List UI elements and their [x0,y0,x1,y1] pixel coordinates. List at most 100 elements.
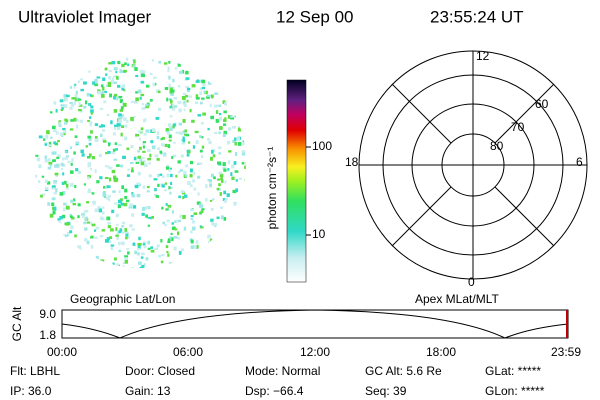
x-tick-label: 18:00 [426,345,456,359]
pixel [113,67,118,71]
pixel [69,215,73,218]
pixel [213,223,218,227]
pixel [107,222,112,225]
pixel [166,132,171,135]
pixel [147,240,151,245]
pixel [207,234,211,239]
pixel [214,104,217,108]
pixel [81,153,85,157]
pixel [171,237,174,241]
pixel [193,212,198,216]
pixel [88,93,92,97]
pixel [112,190,116,193]
pixel [44,142,48,145]
info-field: Gain: 13 [125,384,171,398]
pixel [179,169,183,172]
pixel [121,231,125,234]
pixel [81,213,85,217]
pixel [180,154,184,158]
pixel [244,178,246,182]
pixel [173,97,178,100]
pixel [102,191,107,196]
pixel [197,114,202,117]
pixel [155,195,159,198]
pixel [126,174,131,177]
pixel [163,154,167,157]
pixel [48,144,53,147]
pixel [196,244,199,248]
pixel [135,161,140,164]
pixel [69,146,72,150]
pixel [75,141,80,145]
pixel [145,129,150,133]
pixel [214,131,218,135]
pixel [54,164,58,168]
pixel [137,150,141,153]
pixel [127,251,130,255]
pixel [84,227,88,231]
pixel [63,104,68,109]
pixel [77,170,82,174]
pixel [116,126,121,131]
pixel [119,228,123,233]
pixel [223,216,227,221]
pixel [124,258,129,261]
pixel [98,208,103,213]
pixel [196,201,201,205]
pixel [199,203,203,207]
pixel [125,232,129,237]
pixel [99,235,104,238]
pixel [208,81,212,85]
pixel [65,222,70,226]
pixel [200,155,204,158]
pixel [86,221,90,224]
pixel [94,78,98,83]
pixel [90,112,93,115]
pixel [91,192,95,195]
pixel [70,162,73,166]
pixel [114,257,117,261]
pixel [124,195,128,199]
pixel [142,241,147,244]
pixel [139,146,142,150]
pixel [69,102,73,105]
pixel [138,130,142,133]
pixel [100,259,105,263]
pixel [134,67,138,72]
pixel [95,226,100,230]
pixel [93,229,97,232]
pixel [59,192,64,196]
pixel [58,220,62,223]
pixel [190,215,194,218]
pixel [59,121,62,125]
pixel [53,182,57,185]
pixel [149,153,152,158]
pixel [65,187,69,190]
pixel [165,208,169,211]
pixel [178,250,182,255]
colorbar: 100 10 photon cm⁻²s⁻¹ [265,79,332,283]
pixel [200,248,205,252]
pixel [201,208,205,211]
pixel [200,101,203,105]
pixel [64,180,67,185]
pixel [110,120,113,125]
pixel [88,188,91,192]
mlt-label: 18 [345,155,359,169]
pixel [110,244,115,247]
pixel [130,145,134,149]
pixel [167,144,171,149]
pixel [230,115,233,118]
pixel [74,94,78,98]
pixel [71,158,74,163]
pixel [120,202,124,206]
pixel [214,92,219,96]
pixel [190,217,194,220]
pixel [169,115,173,118]
pixel [49,213,54,218]
pixel [77,80,80,84]
pixel [230,117,235,120]
pixel [182,138,186,143]
pixel [140,157,145,160]
pixel [49,164,53,167]
